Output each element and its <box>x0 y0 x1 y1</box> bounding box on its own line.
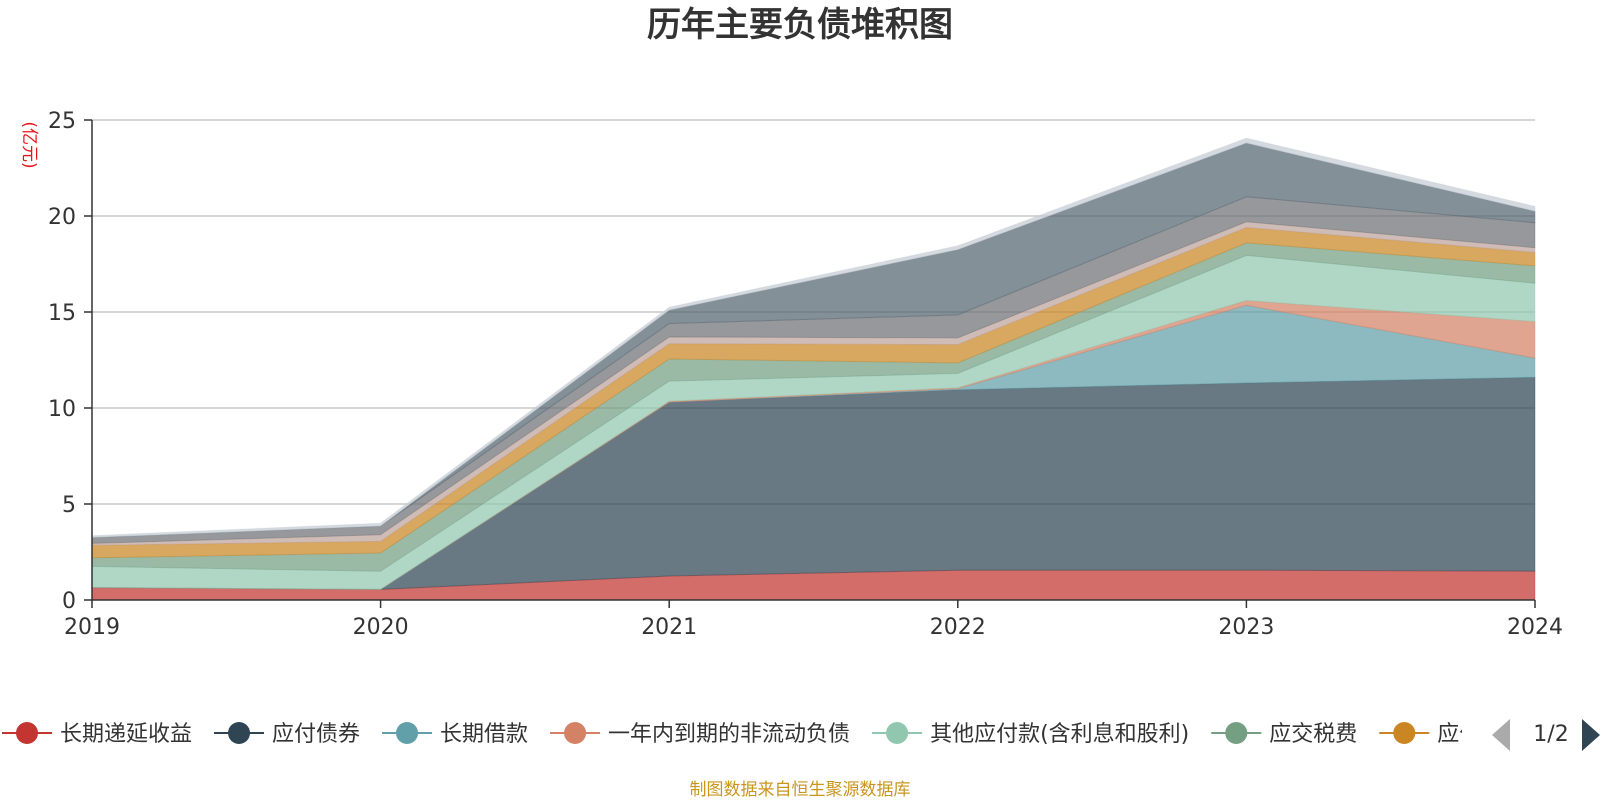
y-tick-label: 10 <box>48 397 76 422</box>
legend-marker <box>228 722 251 744</box>
legend-item[interactable]: 其他应付款(含利息和股利) <box>872 722 1189 747</box>
legend-item[interactable]: 一年内到期的非流动负债 <box>550 722 850 747</box>
legend-item[interactable]: 应付账款 <box>1379 722 1525 747</box>
legend-marker <box>886 722 909 744</box>
y-tick-label: 0 <box>62 589 76 614</box>
legend-marker <box>1393 722 1416 744</box>
legend-item[interactable]: 长期借款 <box>382 722 528 747</box>
x-tick-label: 2020 <box>353 615 409 640</box>
y-tick-label: 25 <box>48 109 76 134</box>
axes: 0 5 10 15 20 25 2019 2020 2021 2022 2023 2024 <box>48 109 1563 640</box>
chart-title: 历年主要负债堆积图 <box>647 5 953 45</box>
y-tick-label: 20 <box>48 205 76 230</box>
legend-label: 应交税费 <box>1269 722 1357 747</box>
series-areas <box>91 137 1536 601</box>
x-tick-label: 2021 <box>641 615 697 640</box>
legend-next-page-icon[interactable] <box>1582 719 1600 751</box>
y-tick-label: 5 <box>62 493 76 518</box>
legend: 长期递延收益 应付债券 长期借款 一年内到期的非流动负债 其他应付款(含利息和股利) 应交… <box>2 719 1600 751</box>
legend-label: 长期递延收益 <box>60 722 192 747</box>
legend-page-indicator: 1/2 <box>1533 722 1568 747</box>
x-tick-label: 2022 <box>930 615 986 640</box>
legend-item[interactable]: 长期递延收益 <box>2 722 192 747</box>
y-tick-label: 15 <box>48 301 76 326</box>
legend-item[interactable]: 应付债券 <box>214 722 360 747</box>
x-tick-label: 2023 <box>1218 615 1274 640</box>
series-area <box>91 137 1536 539</box>
legend-label: 一年内到期的非流动负债 <box>608 722 850 747</box>
x-tick-label: 2024 <box>1507 615 1563 640</box>
source-note: 制图数据来自恒生聚源数据库 <box>690 780 911 800</box>
legend-item[interactable]: 应交税费 <box>1211 722 1357 747</box>
legend-label: 应付账款 <box>1437 722 1525 747</box>
legend-marker <box>396 722 419 744</box>
y-axis-unit-label: (亿元) <box>19 121 39 168</box>
legend-label: 长期借款 <box>440 722 528 747</box>
legend-label: 应付债券 <box>272 722 360 747</box>
legend-marker <box>564 722 587 744</box>
legend-marker <box>1225 722 1248 744</box>
legend-prev-page-icon[interactable] <box>1492 719 1510 751</box>
legend-marker <box>16 722 38 744</box>
legend-label: 其他应付款(含利息和股利) <box>930 722 1189 747</box>
x-tick-label: 2019 <box>64 615 120 640</box>
